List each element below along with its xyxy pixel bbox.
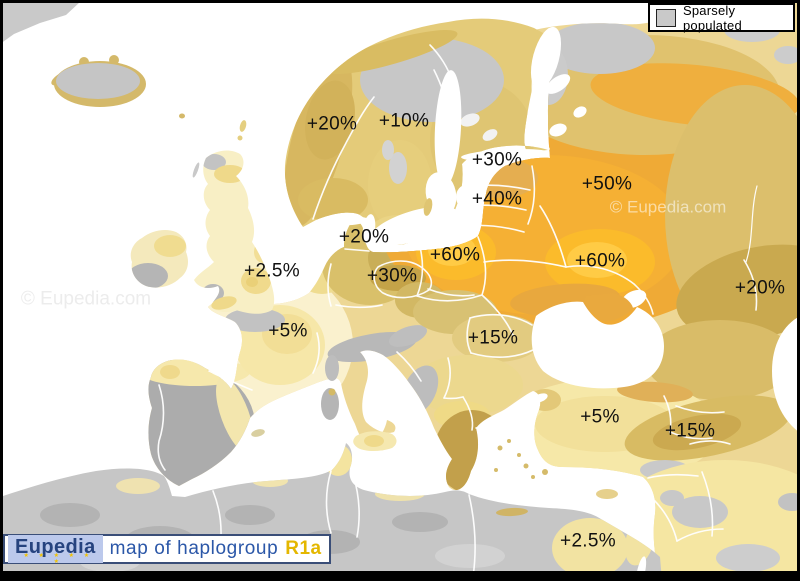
bottom-bar xyxy=(0,571,800,581)
eupedia-logo: Eupedia ★ ★ ★ ★ ★ ★ xyxy=(8,535,103,565)
branding-subtitle: map of haplogroup xyxy=(109,538,279,559)
frequency-label: +40% xyxy=(471,188,523,210)
frequency-label: +15% xyxy=(467,327,519,349)
frequency-label: +20% xyxy=(306,113,358,135)
frequency-label: +15% xyxy=(664,420,716,442)
crimea xyxy=(584,293,633,322)
land-continental xyxy=(148,2,800,581)
frequency-label: +60% xyxy=(574,250,626,272)
haplogroup-name: R1a xyxy=(285,538,322,559)
country-borders xyxy=(157,32,758,578)
frequency-label: +2.5% xyxy=(244,260,300,282)
land-greenland xyxy=(0,2,80,44)
frequency-label: +2.5% xyxy=(560,530,616,552)
island-iceland xyxy=(51,55,146,107)
frequency-label: +5% xyxy=(580,406,620,428)
frequency-label: +30% xyxy=(471,149,523,171)
frequency-label: +5% xyxy=(268,320,308,342)
frequency-label: +60% xyxy=(429,244,481,266)
sparsely-populated-swatch xyxy=(656,8,676,27)
frequency-label: +50% xyxy=(581,173,633,195)
legend: Sparsely populated xyxy=(648,2,795,33)
frequency-label: +10% xyxy=(378,110,430,132)
frequency-label: +30% xyxy=(366,265,418,287)
branding-bar: Eupedia ★ ★ ★ ★ ★ ★ map of haplogroup R1… xyxy=(3,534,331,565)
brand-name: Eupedia xyxy=(15,536,96,558)
frequency-label: +20% xyxy=(338,226,390,248)
frequency-label: +20% xyxy=(734,277,786,299)
small-islands xyxy=(179,113,618,517)
legend-label: Sparsely populated xyxy=(683,2,742,33)
